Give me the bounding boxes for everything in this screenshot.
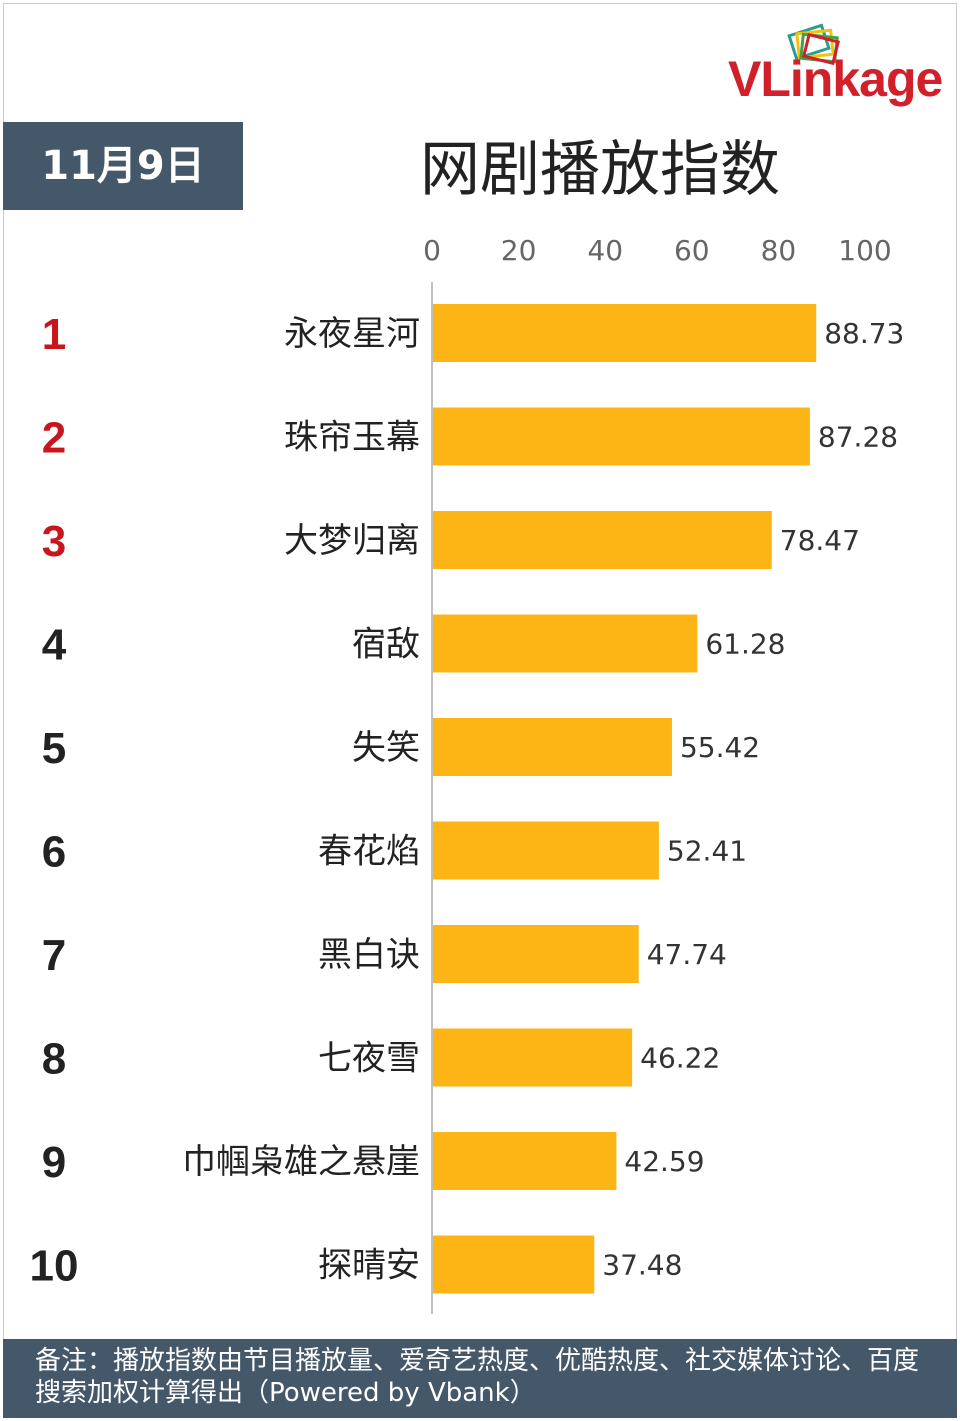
bar: [433, 1235, 595, 1294]
category-label: 宿敌: [352, 625, 420, 665]
bar: [433, 1028, 633, 1087]
data-label: 47.74: [647, 938, 727, 971]
rank-number: 9: [42, 1138, 66, 1187]
data-label: 37.48: [602, 1249, 682, 1282]
data-label: 55.42: [680, 731, 760, 764]
vlinkage-logo: VLinkage: [728, 18, 952, 104]
category-label: 探晴安: [318, 1246, 420, 1286]
rank-number: 7: [42, 931, 66, 980]
category-label: 巾帼枭雄之悬崖: [182, 1142, 420, 1182]
bar: [433, 718, 672, 776]
x-tick-label: 20: [501, 234, 537, 267]
x-tick-label: 80: [761, 234, 797, 267]
data-label: 87.28: [818, 421, 898, 454]
data-label: 88.73: [824, 317, 904, 350]
bar: [433, 407, 810, 466]
logo-wordmark: VLinkage: [728, 51, 943, 107]
bar: [433, 511, 772, 569]
rank-number: 1: [42, 310, 66, 359]
chart-title: 网剧播放指数: [420, 135, 780, 205]
data-label: 78.47: [780, 524, 860, 557]
x-tick-label: 60: [674, 234, 710, 267]
footnote: 备注：播放指数由节目播放量、爱奇艺热度、优酷热度、社交媒体讨论、百度搜索加权计算…: [3, 1339, 957, 1418]
data-label: 61.28: [705, 628, 785, 661]
date-badge: 11月9日: [3, 122, 243, 210]
category-label: 失笑: [352, 728, 420, 768]
category-label: 黑白诀: [318, 935, 420, 975]
data-label: 46.22: [640, 1042, 720, 1075]
data-label: 42.59: [624, 1145, 704, 1178]
rank-number: 5: [42, 724, 66, 773]
rank-number: 4: [42, 621, 67, 670]
rank-number: 2: [42, 414, 66, 463]
category-label: 珠帘玉幕: [284, 418, 420, 458]
category-label: 七夜雪: [318, 1039, 420, 1079]
bar: [433, 304, 817, 362]
rank-number: 8: [42, 1035, 66, 1084]
stacked-cards-icon: [787, 23, 841, 66]
bar: [433, 821, 659, 880]
category-label: 大梦归离: [284, 521, 420, 561]
x-tick-label: 0: [423, 234, 441, 267]
x-tick-label: 40: [587, 234, 623, 267]
bar-chart: 0 20 40 60 80 100 88.73 永夜星河 1 87.28 珠帘玉幕 2 78.47 大梦归…: [30, 234, 904, 1314]
bar: [433, 614, 698, 673]
bar: [433, 1132, 617, 1190]
rank-number: 6: [42, 828, 66, 877]
rank-number: 3: [42, 517, 66, 566]
bar: [433, 925, 639, 983]
data-label: 52.41: [667, 835, 747, 868]
x-tick-label: 100: [838, 234, 891, 267]
rank-number: 10: [30, 1242, 79, 1291]
category-label: 春花焰: [318, 832, 420, 872]
category-label: 永夜星河: [284, 314, 420, 354]
